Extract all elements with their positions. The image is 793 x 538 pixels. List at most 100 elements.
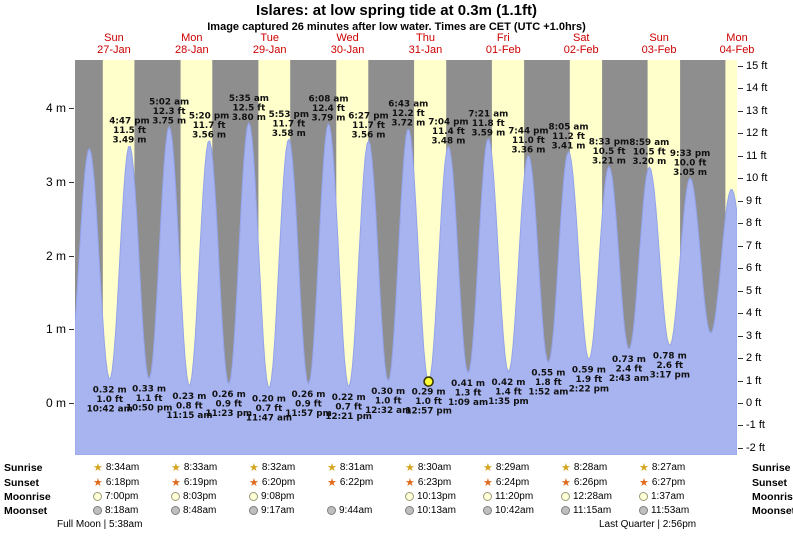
y-axis-right-label: 7 ft xyxy=(746,239,762,252)
high-tide-annotation: 3.79 m xyxy=(312,114,346,124)
low-tide-annotation: 0.22 m xyxy=(332,393,366,403)
sunset-time: 6:19pm xyxy=(183,477,218,488)
sunrise-star-icon: ★ xyxy=(639,461,649,474)
high-tide-annotation: 10.0 ft xyxy=(674,159,707,169)
high-tide-annotation: 6:43 am xyxy=(388,100,428,110)
low-tide-annotation: 2.6 ft xyxy=(656,361,683,371)
day-name: Mon xyxy=(726,32,748,44)
high-tide-annotation: 12.4 ft xyxy=(312,104,345,114)
sunset-star-icon: ★ xyxy=(405,476,415,489)
high-tide-annotation: 10.5 ft xyxy=(593,147,626,157)
moonrise-entry: 1:37am xyxy=(639,491,684,502)
y-axis-left-label: 0 m xyxy=(45,396,66,410)
y-axis-right-tick xyxy=(738,245,743,247)
moonrise-entry: 10:13pm xyxy=(405,491,456,502)
day-label: Mon 04-Feb xyxy=(720,32,755,56)
moonset-entry: 11:15am xyxy=(561,505,611,516)
sunset-entry: ★ 6:19pm xyxy=(171,477,217,488)
y-axis-right-tick xyxy=(738,290,743,292)
y-axis-right-tick xyxy=(738,313,743,315)
moonrise-entry: 9:08pm xyxy=(249,491,294,502)
moonrise-time: 1:37am xyxy=(651,491,685,502)
low-tide-annotation: 1.9 ft xyxy=(576,375,603,385)
low-tide-annotation: 1:09 am xyxy=(448,398,488,408)
moonrise-time: 8:03pm xyxy=(183,491,217,502)
y-axis-left-tick xyxy=(69,255,74,257)
y-axis-right-tick xyxy=(738,425,743,427)
low-tide-annotation: 11:47 am xyxy=(246,413,292,423)
moonrise-time: 10:13pm xyxy=(417,491,456,502)
y-axis-right-label: 9 ft xyxy=(746,194,762,207)
day-name: Wed xyxy=(336,32,359,44)
moonset-entry: 9:17am xyxy=(249,505,294,516)
y-axis-right-tick xyxy=(738,133,743,135)
low-tide-annotation: 0.7 ft xyxy=(256,404,283,414)
moonset-moon-icon xyxy=(171,506,180,515)
sunrise-time: 8:27am xyxy=(651,462,686,473)
y-axis-right-label: 3 ft xyxy=(746,329,762,342)
y-axis-right-tick xyxy=(738,88,743,90)
low-tide-annotation: 0.23 m xyxy=(172,392,206,402)
high-tide-annotation: 6:08 am xyxy=(308,95,348,105)
moonrise-moon-icon xyxy=(483,492,492,501)
moonset-moon-icon xyxy=(327,506,336,515)
day-date: 27-Jan xyxy=(97,43,131,56)
low-tide-annotation: 11:15 am xyxy=(166,411,212,421)
sunrise-time: 8:29am xyxy=(495,462,530,473)
low-tide-annotation: 12:57 pm xyxy=(405,407,452,417)
sunset-entry: ★ 6:20pm xyxy=(249,477,295,488)
y-axis-left-tick xyxy=(69,329,74,331)
day-label: Fri 01-Feb xyxy=(486,32,521,56)
y-axis-right-label: 2 ft xyxy=(746,352,762,365)
sunset-time: 6:23pm xyxy=(417,477,452,488)
sunset-time: 6:22pm xyxy=(339,477,374,488)
day-date: 31-Jan xyxy=(408,43,443,56)
low-tide-annotation: 1.0 ft xyxy=(415,397,442,407)
astro-row-label-left-sunset: Sunset xyxy=(4,477,40,489)
moonset-moon-icon xyxy=(639,506,648,515)
y-axis-right-label: 8 ft xyxy=(746,217,762,230)
day-date: 29-Jan xyxy=(252,43,287,56)
moonrise-time: 11:20pm xyxy=(495,491,534,502)
low-tide-annotation: 1.0 ft xyxy=(96,395,123,405)
high-tide-annotation: 5:20 pm xyxy=(189,112,229,122)
y-axis-right-label: 4 ft xyxy=(746,307,762,320)
day-name: Sun xyxy=(649,32,669,44)
sunrise-entry: ★ 8:31am xyxy=(327,462,373,473)
low-tide-annotation: 0.9 ft xyxy=(295,399,322,409)
sunrise-star-icon: ★ xyxy=(405,461,415,474)
sunrise-time: 8:34am xyxy=(105,462,140,473)
y-axis-right-label: 12 ft xyxy=(746,127,768,140)
sunset-entry: ★ 6:23pm xyxy=(405,477,451,488)
moonset-time: 11:15am xyxy=(573,505,612,516)
y-axis-right-tick xyxy=(738,223,743,225)
low-tide-annotation: 0.78 m xyxy=(653,352,687,362)
low-tide-annotation: 10:42 am xyxy=(87,404,133,414)
sunrise-entry: ★ 8:33am xyxy=(171,462,217,473)
low-tide-annotation: 0.41 m xyxy=(451,379,485,389)
low-tide-annotation: 0.59 m xyxy=(572,366,606,376)
sunrise-entry: ★ 8:30am xyxy=(405,462,451,473)
y-axis-right-tick xyxy=(738,335,743,337)
moonset-moon-icon xyxy=(483,506,492,515)
high-tide-annotation: 3.48 m xyxy=(431,136,465,146)
sunset-star-icon: ★ xyxy=(327,476,337,489)
day-name: Sat xyxy=(572,32,590,44)
y-axis-left-label: 4 m xyxy=(45,101,66,116)
tide-curve-area xyxy=(75,121,737,455)
low-tide-annotation: 1.8 ft xyxy=(535,378,562,388)
high-tide-annotation: 3.36 m xyxy=(511,145,545,155)
low-tide-annotation: 2:22 pm xyxy=(569,385,609,395)
sunset-star-icon: ★ xyxy=(93,476,103,489)
y-axis-left-label: 1 m xyxy=(45,322,66,337)
day-date: 02-Feb xyxy=(563,43,599,56)
y-axis-right-label: 15 ft xyxy=(746,59,768,72)
y-axis-left-tick xyxy=(69,181,74,183)
low-tide-annotation: 1.1 ft xyxy=(136,394,163,404)
high-tide-annotation: 12.2 ft xyxy=(392,109,425,119)
sunrise-star-icon: ★ xyxy=(483,461,493,474)
sunset-star-icon: ★ xyxy=(171,476,181,489)
sunset-entry: ★ 6:27pm xyxy=(639,477,685,488)
high-tide-annotation: 12.5 ft xyxy=(232,103,265,113)
astro-row-label-right-sunrise: Sunrise xyxy=(752,462,791,474)
